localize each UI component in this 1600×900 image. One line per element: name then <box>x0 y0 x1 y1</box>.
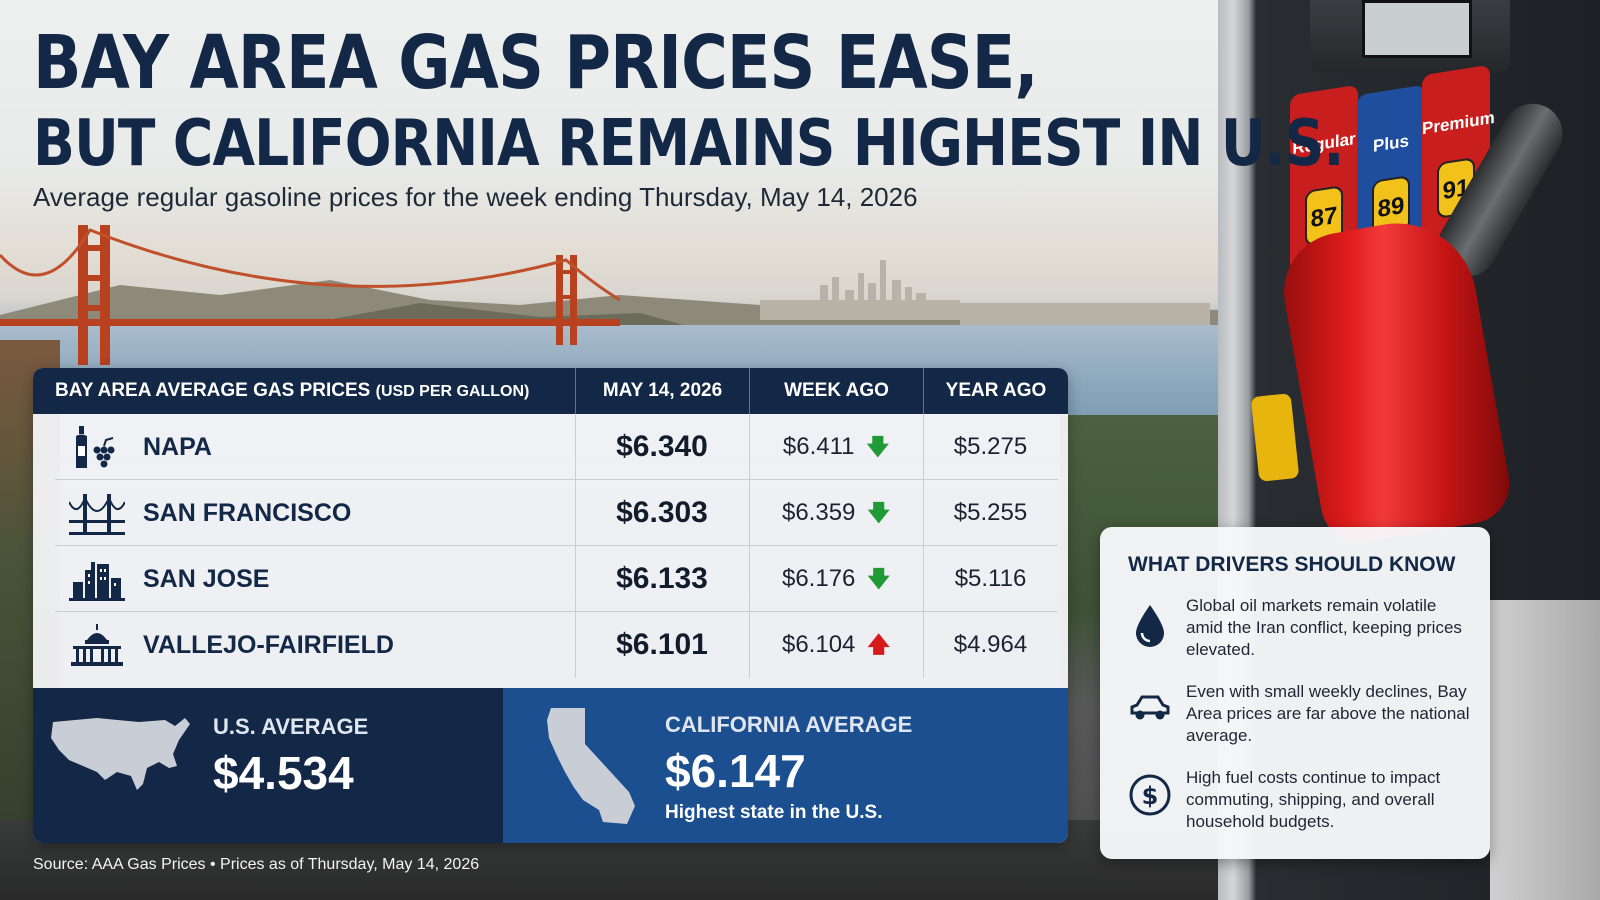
table-header: BAY AREA AVERAGE GAS PRICES (USD PER GAL… <box>33 368 1068 414</box>
header-week-ago: WEEK AGO <box>749 368 923 414</box>
us-average-value: $4.534 <box>213 747 354 799</box>
table-row: NAPA $6.340 $6.411 🡇 $5.275 <box>55 414 1058 480</box>
california-average-block: CALIFORNIA AVERAGE $6.147 Highest state … <box>503 688 1068 843</box>
california-average-label: CALIFORNIA AVERAGE <box>665 712 913 737</box>
header-current: MAY 14, 2026 <box>575 368 749 414</box>
driver-tip: Global oil markets remain volatile amid … <box>1128 595 1478 665</box>
city-name: NAPA <box>143 433 212 461</box>
city-name: VALLEJO-FAIRFIELD <box>143 631 394 659</box>
capitol-building-icon <box>71 624 123 666</box>
price-year-ago: $5.255 <box>953 499 1028 526</box>
tip-text: Global oil markets remain volatile amid … <box>1186 596 1462 659</box>
price-year-ago: $5.275 <box>953 433 1028 460</box>
city-name: SAN FRANCISCO <box>143 499 352 527</box>
pump-lower-panel <box>1490 600 1600 900</box>
tip-text: High fuel costs continue to impact commu… <box>1186 768 1441 831</box>
usa-map-icon <box>51 718 190 790</box>
headline: BAY AREA GAS PRICES EASE, BUT CALIFORNIA… <box>33 26 1557 176</box>
drivers-info-card: WHAT DRIVERS SHOULD KNOW Global oil mark… <box>1100 527 1490 859</box>
california-average-note: Highest state in the U.S. <box>665 802 883 823</box>
table-row: SAN JOSE $6.133 $6.176 🡇 $5.116 <box>55 546 1058 612</box>
price-week-ago: $6.411 🡇 <box>749 414 923 480</box>
city-skyline-icon <box>69 562 125 601</box>
oil-drop-icon <box>1136 605 1164 647</box>
golden-gate-bridge-icon <box>69 494 125 535</box>
wine-grapes-icon <box>76 426 115 468</box>
svg-text:$: $ <box>1142 782 1159 810</box>
arrow-up-icon: 🡅 <box>867 632 891 657</box>
price-week-ago: $6.104 🡅 <box>749 612 923 678</box>
header-year-ago: YEAR AGO <box>923 368 1068 414</box>
pump-display-screen <box>1362 0 1472 58</box>
subtitle: Average regular gasoline prices for the … <box>33 182 918 212</box>
us-average-label: U.S. AVERAGE <box>213 714 369 739</box>
tip-text: Even with small weekly declines, Bay Are… <box>1186 682 1470 745</box>
gas-price-panel: BAY AREA AVERAGE GAS PRICES (USD PER GAL… <box>33 368 1068 843</box>
headline-line-2: BUT CALIFORNIA REMAINS HIGHEST IN U.S. <box>33 107 1344 181</box>
price-current: $6.303 <box>616 496 708 529</box>
headline-line-1: BAY AREA GAS PRICES EASE, <box>33 20 1039 106</box>
us-average-block: U.S. AVERAGE $4.534 <box>33 688 503 843</box>
price-week-ago: $6.359 🡇 <box>749 480 923 546</box>
car-icon <box>1130 695 1170 720</box>
driver-tip: $ High fuel costs continue to impact com… <box>1128 767 1478 837</box>
price-year-ago: $5.116 <box>954 565 1027 592</box>
golden-gate-bridge <box>0 225 620 365</box>
dollar-icon: $ <box>1129 774 1171 816</box>
price-current: $6.101 <box>616 628 708 661</box>
header-main: BAY AREA AVERAGE GAS PRICES (USD PER GAL… <box>55 380 530 401</box>
price-week-ago: $6.176 🡇 <box>749 546 923 612</box>
california-average-value: $6.147 <box>665 745 806 797</box>
drivers-title: WHAT DRIVERS SHOULD KNOW <box>1128 553 1456 576</box>
table-row: SAN FRANCISCO $6.303 $6.359 🡇 $5.255 <box>55 480 1058 546</box>
price-current: $6.133 <box>616 562 708 595</box>
city-name: SAN JOSE <box>143 565 270 593</box>
arrow-down-icon: 🡇 <box>867 566 891 591</box>
source-note: Source: AAA Gas Prices • Prices as of Th… <box>33 856 480 873</box>
price-year-ago: $4.964 <box>953 631 1028 658</box>
arrow-down-icon: 🡇 <box>866 434 890 459</box>
driver-tip: Even with small weekly declines, Bay Are… <box>1128 681 1478 751</box>
table-row: VALLEJO-FAIRFIELD $6.101 $6.104 🡅 $4.964 <box>55 612 1058 678</box>
price-current: $6.340 <box>616 430 708 463</box>
arrow-down-icon: 🡇 <box>867 500 891 525</box>
california-map-icon <box>547 708 635 824</box>
